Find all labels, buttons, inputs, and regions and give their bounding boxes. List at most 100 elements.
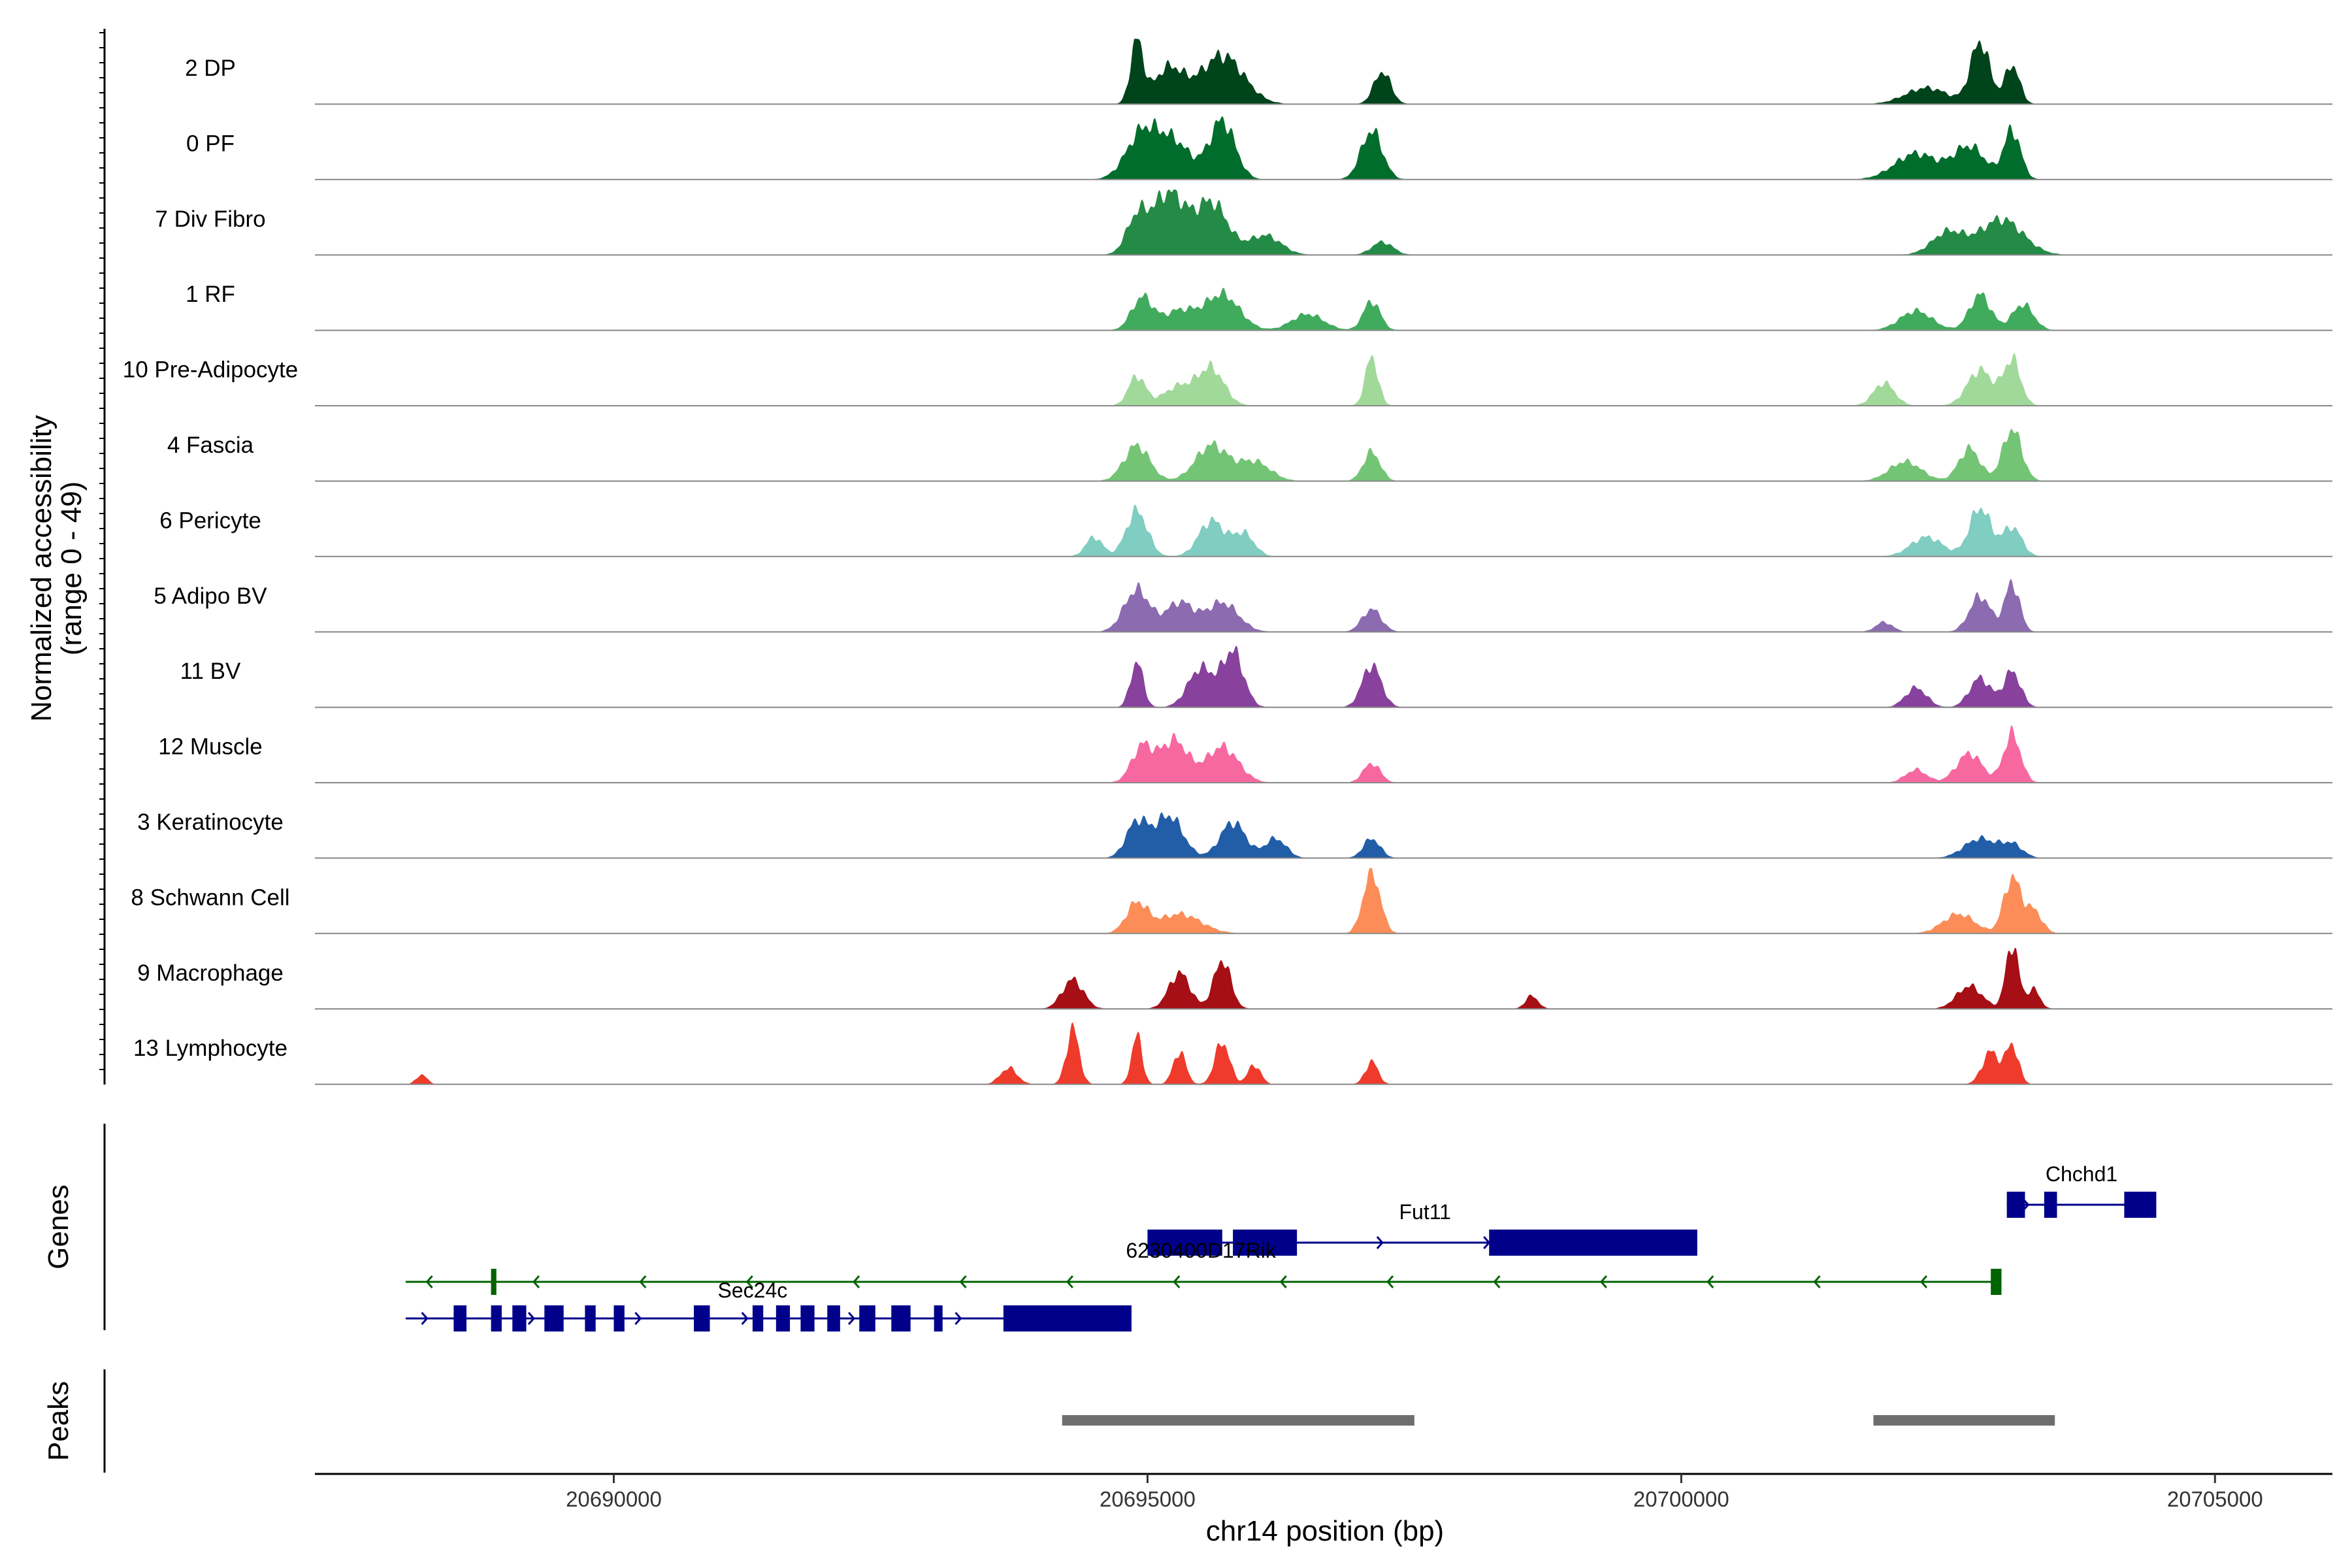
exon — [585, 1305, 596, 1331]
track-10-pre-adipocyte: 10 Pre-Adipocyte — [123, 353, 2332, 406]
strand-arrow — [1493, 1275, 1501, 1288]
x-tick-label: 20700000 — [1633, 1487, 1729, 1511]
coverage-area — [315, 189, 2332, 255]
track-label: 13 Lymphocyte — [133, 1036, 287, 1061]
strand-arrow — [421, 1312, 429, 1325]
exon — [2124, 1192, 2157, 1218]
coverage-area — [315, 1022, 2332, 1085]
exon — [859, 1305, 875, 1331]
track-label: 5 Adipo BV — [154, 583, 267, 609]
coverage-area — [315, 868, 2332, 934]
strand-arrow — [1707, 1275, 1714, 1288]
coverage-area — [315, 429, 2332, 482]
exon — [613, 1305, 625, 1331]
track-3-keratinocyte: 3 Keratinocyte — [137, 809, 2332, 859]
exon — [891, 1305, 911, 1331]
track-label: 7 Div Fibro — [155, 206, 265, 232]
strand-arrow — [745, 1275, 753, 1288]
exon — [752, 1305, 764, 1331]
exon — [491, 1269, 497, 1295]
strand-arrow — [1376, 1236, 1384, 1249]
exon — [934, 1305, 943, 1331]
gene-minus-strand — [405, 1269, 2002, 1295]
exon — [2044, 1192, 2057, 1218]
track-label: 3 Keratinocyte — [137, 809, 284, 835]
strand-arrow — [425, 1275, 433, 1288]
track-7-div-fibro: 7 Div Fibro — [155, 189, 2332, 256]
coverage-area — [315, 504, 2332, 557]
strand-arrow — [532, 1275, 540, 1288]
track-label: 11 BV — [180, 659, 241, 684]
track-9-macrophage: 9 Macrophage — [137, 947, 2332, 1010]
exon — [1233, 1230, 1298, 1256]
track-1-rf: 1 RF — [186, 282, 2332, 331]
x-tick-label: 20705000 — [2167, 1487, 2263, 1511]
track-label: 0 PF — [186, 131, 235, 156]
gene-label: Fut11 — [1399, 1200, 1450, 1224]
track-label: 1 RF — [186, 282, 235, 307]
coverage-area — [315, 812, 2332, 858]
strand-arrow — [1386, 1275, 1394, 1288]
x-axis-title: chr14 position (bp) — [1206, 1515, 1444, 1547]
y-axis-title-line1: Normalized accessibility — [25, 415, 57, 721]
coverage-area — [315, 645, 2332, 708]
x-tick-label: 20695000 — [1100, 1487, 1196, 1511]
track-label: 2 DP — [185, 56, 236, 81]
track-2-dp: 2 DP — [185, 39, 2332, 105]
strand-arrow — [1066, 1275, 1073, 1288]
coverage-area — [315, 725, 2332, 783]
strand-arrow — [1173, 1275, 1181, 1288]
coverage-area — [315, 116, 2332, 180]
strand-arrow — [1599, 1275, 1607, 1288]
track-0-pf: 0 PF — [186, 116, 2332, 180]
exon — [544, 1305, 564, 1331]
peak-region — [1062, 1415, 1414, 1426]
y-axis-title: Normalized accessibility (range 0 - 49) — [25, 415, 88, 721]
strand-arrow — [741, 1312, 749, 1325]
track-13-lymphocyte: 13 Lymphocyte — [133, 1022, 2332, 1085]
track-6-pericyte: 6 Pericyte — [159, 504, 2332, 557]
strand-arrow — [527, 1312, 535, 1325]
exon — [1003, 1305, 1132, 1331]
x-tick-label: 20690000 — [566, 1487, 662, 1511]
track-11-bv: 11 BV — [180, 645, 2332, 708]
y-axis-ticks — [99, 32, 105, 1070]
gene-sec24c: Sec24c — [405, 1279, 1132, 1331]
strand-arrow — [1279, 1275, 1287, 1288]
coverage-area — [315, 39, 2332, 105]
genes-track-label: Genes — [42, 1184, 74, 1269]
exon — [800, 1305, 815, 1331]
track-label: 4 Fascia — [167, 433, 254, 458]
track-12-muscle: 12 Muscle — [158, 725, 2332, 783]
strand-arrow — [853, 1275, 860, 1288]
coverage-area — [315, 353, 2332, 406]
exon — [453, 1305, 467, 1331]
exon — [694, 1305, 710, 1331]
peak-track — [1062, 1415, 2055, 1426]
coverage-area — [315, 287, 2332, 331]
gene-label: Chchd1 — [2046, 1162, 2117, 1186]
exon — [1489, 1230, 1697, 1256]
peaks-track-label: Peaks — [42, 1381, 74, 1461]
strand-arrow — [847, 1312, 856, 1325]
exon — [491, 1305, 502, 1331]
coverage-tracks: 2 DP 0 PF 7 Div Fibro 1 RF 10 Pre-Adipocyte 4… — [123, 39, 2332, 1085]
peak-region — [1873, 1415, 2055, 1426]
track-label: 12 Muscle — [158, 734, 263, 760]
track-8-schwann-cell: 8 Schwann Cell — [131, 868, 2332, 934]
exon — [827, 1305, 840, 1331]
exon — [1147, 1230, 1222, 1256]
track-5-adipo-bv: 5 Adipo BV — [154, 578, 2332, 633]
exon — [1991, 1269, 2002, 1295]
exon — [2006, 1192, 2025, 1218]
strand-arrow — [639, 1275, 647, 1288]
strand-arrow — [959, 1275, 967, 1288]
track-label: 8 Schwann Cell — [131, 885, 289, 910]
gene-6230400d17rik: 6230400D17Rik — [1126, 1230, 1298, 1262]
track-label: 10 Pre-Adipocyte — [123, 357, 298, 383]
coverage-area — [315, 578, 2332, 632]
gene-label: 6230400D17Rik — [1126, 1239, 1277, 1262]
x-axis-ticks: 20690000 20695000 20700000 20705000 — [566, 1474, 2263, 1511]
strand-arrow — [955, 1312, 962, 1325]
exon — [776, 1305, 791, 1331]
